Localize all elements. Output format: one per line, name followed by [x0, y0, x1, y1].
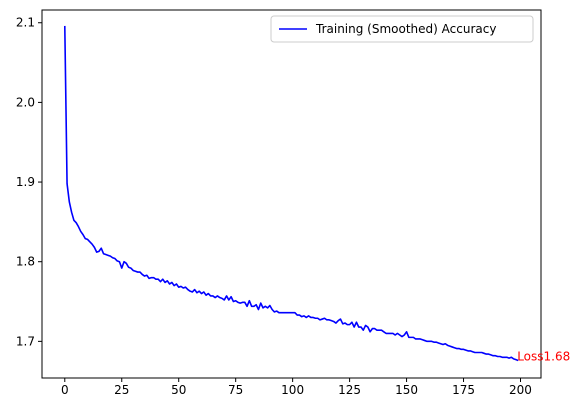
- y-tick-label: 1.9: [16, 175, 35, 189]
- y-tick-label: 2.1: [16, 16, 35, 30]
- y-tick-label: 2.0: [16, 95, 35, 109]
- x-tick-label: 175: [452, 383, 475, 397]
- x-tick-label: 25: [114, 383, 129, 397]
- legend-label: Training (Smoothed) Accuracy: [315, 22, 496, 36]
- end-value-annotation: Loss1.68: [517, 349, 570, 363]
- series-line-0: [63, 25, 519, 362]
- y-tick-label: 1.8: [16, 255, 35, 269]
- plot-area-frame: [41, 9, 542, 379]
- x-tick-label: 0: [61, 383, 69, 397]
- x-tick-label: 200: [509, 383, 532, 397]
- x-tick-label: 50: [171, 383, 186, 397]
- legend-box: [270, 15, 534, 43]
- x-tick-label: 75: [228, 383, 243, 397]
- x-tick-label: 125: [338, 383, 361, 397]
- x-tick-label: 150: [395, 383, 418, 397]
- x-tick-label: 100: [281, 383, 304, 397]
- y-tick-label: 1.7: [16, 334, 35, 348]
